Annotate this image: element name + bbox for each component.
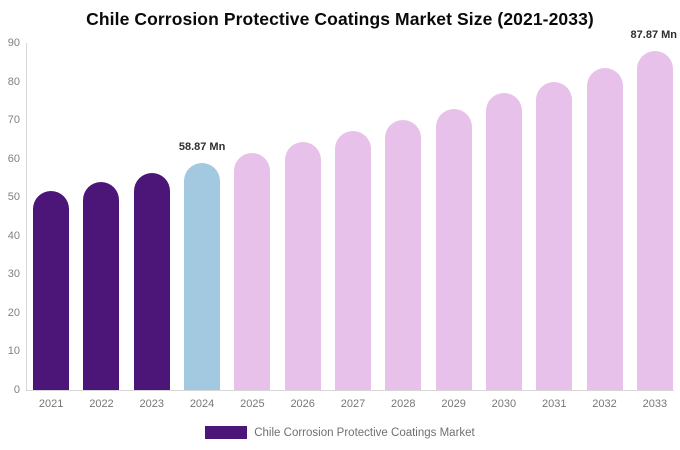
- y-tick-label: 20: [7, 306, 20, 319]
- x-tick-label: 2033: [642, 398, 668, 410]
- bar-2021: [33, 191, 70, 390]
- y-tick-label: 10: [7, 345, 20, 358]
- y-tick-label: 50: [7, 191, 20, 204]
- bar-2025: [234, 152, 271, 390]
- x-tick-label: 2032: [592, 398, 617, 410]
- y-tick-label: 40: [7, 229, 20, 242]
- chart-title: Chile Corrosion Protective Coatings Mark…: [86, 9, 594, 29]
- y-tick-label: 80: [7, 75, 20, 88]
- y-tick-label: 70: [7, 114, 20, 127]
- x-tick-label: 2029: [441, 398, 466, 410]
- bar-2028: [385, 120, 422, 390]
- bar-2033: [636, 51, 673, 390]
- data-label-2033: 87.87 Mn: [630, 29, 677, 42]
- x-tick-label: 2025: [240, 398, 265, 410]
- data-label-2024: 58.87 Mn: [178, 141, 226, 154]
- y-tick-label: 90: [7, 37, 20, 49]
- y-tick-label: 60: [7, 152, 20, 165]
- legend-swatch: [205, 426, 248, 439]
- x-tick-label: 2030: [491, 398, 517, 410]
- y-axis-line: [26, 43, 27, 390]
- x-tick-label: 2028: [391, 398, 416, 410]
- legend-label: Chile Corrosion Protective Coatings Mark…: [254, 426, 475, 439]
- x-tick-label: 2031: [541, 398, 567, 410]
- bar-2027: [335, 131, 371, 390]
- x-tick-label: 2026: [290, 398, 315, 410]
- y-tick-label: 0: [13, 384, 20, 396]
- x-axis-line: [26, 390, 674, 391]
- bar-2030: [485, 93, 522, 390]
- bar-2032: [586, 68, 623, 390]
- x-tick-label: 2024: [189, 398, 215, 410]
- x-tick-label: 2027: [340, 398, 366, 410]
- bar-2026: [284, 142, 321, 390]
- bar-2024: [184, 163, 221, 390]
- bar-2031: [536, 81, 573, 390]
- bar-2029: [435, 108, 472, 390]
- x-tick-label: 2022: [89, 398, 114, 410]
- legend: Chile Corrosion Protective Coatings Mark…: [0, 426, 680, 439]
- y-tick-label: 30: [7, 268, 20, 281]
- x-tick-label: 2023: [139, 398, 164, 410]
- bar-2022: [83, 182, 120, 390]
- bar-2023: [133, 172, 170, 390]
- x-tick-label: 2021: [38, 398, 64, 410]
